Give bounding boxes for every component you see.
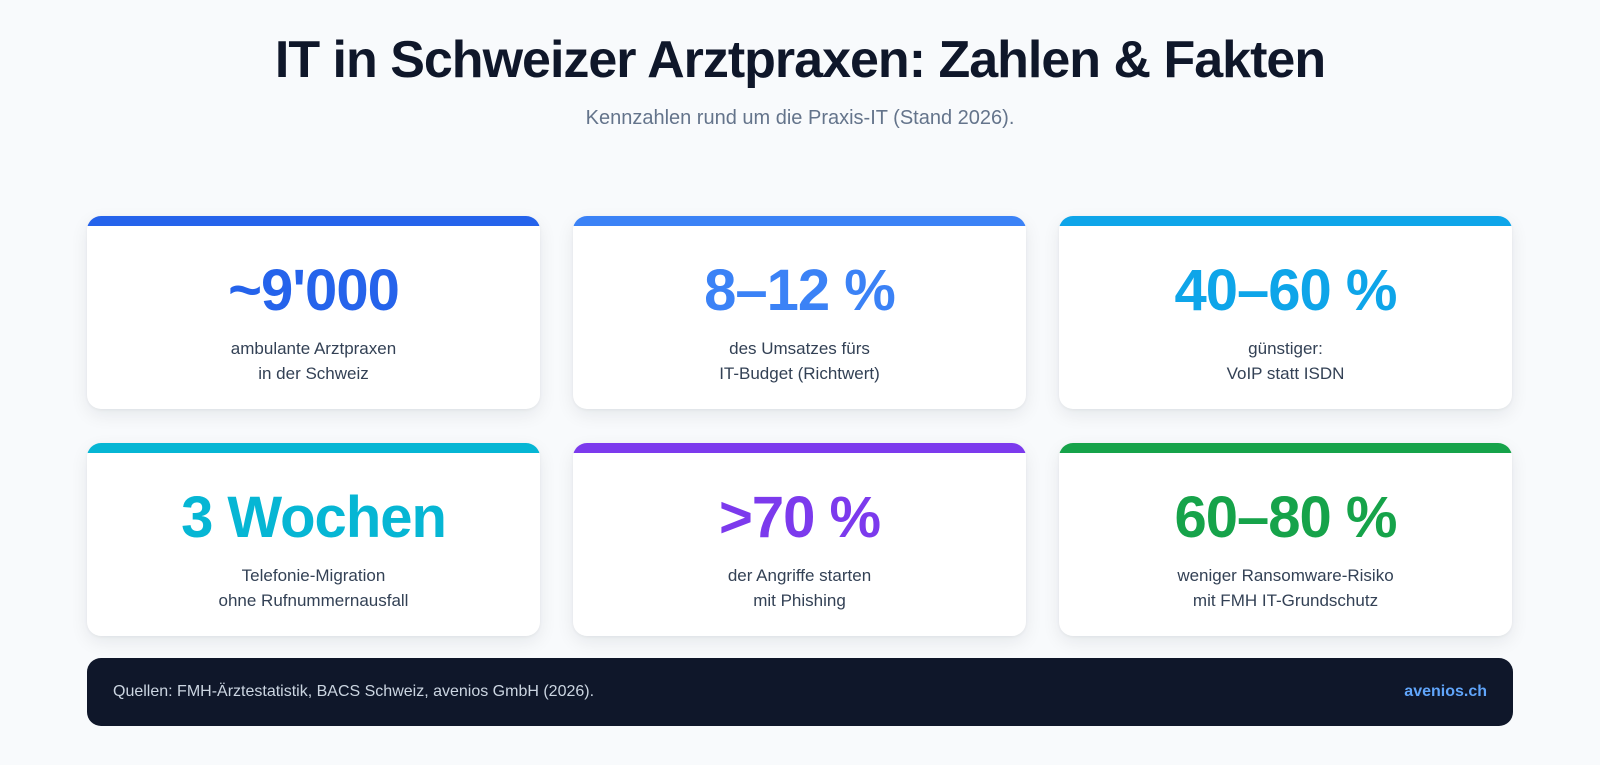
stat-value: 8–12 % [704,258,896,323]
stat-description-line: des Umsatzes fürs [729,339,870,358]
stat-description: der Angriffe starten mit Phishing [573,563,1026,613]
stat-description: Telefonie-Migration ohne Rufnummernausfa… [87,563,540,613]
stat-description-line: VoIP statt ISDN [1226,364,1345,383]
stat-description: des Umsatzes fürs IT-Budget (Richtwert) [573,336,1026,386]
stat-value: 40–60 % [1174,258,1398,323]
stat-card-migration: 3 Wochen Telefonie-Migration ohne Rufnum… [87,443,540,636]
card-accent-bar [573,443,1026,453]
stat-value: 60–80 % [1174,485,1398,550]
stat-description-line: ohne Rufnummernausfall [218,591,409,610]
stat-card-it-budget: 8–12 % des Umsatzes fürs IT-Budget (Rich… [573,216,1026,409]
stat-value: 3 Wochen [181,485,447,550]
stat-description: weniger Ransomware-Risiko mit FMH IT-Gru… [1059,563,1512,613]
card-accent-bar [87,443,540,453]
footer-sources: Quellen: FMH-Ärztestatistik, BACS Schwei… [113,683,595,700]
stat-card-voip: 40–60 % günstiger: VoIP statt ISDN [1059,216,1512,409]
stat-description-line: IT-Budget (Richtwert) [719,364,880,383]
footer-bar: Quellen: FMH-Ärztestatistik, BACS Schwei… [87,658,1513,726]
card-accent-bar [1059,443,1512,453]
stat-value: >70 % [718,485,881,550]
card-accent-bar [1059,216,1512,226]
stat-card-grid: ~9'000 ambulante Arztpraxen in der Schwe… [87,216,1513,636]
page-subtitle: Kennzahlen rund um die Praxis-IT (Stand … [585,107,1015,129]
card-accent-bar [87,216,540,226]
stat-value: ~9'000 [228,258,400,323]
stat-description-line: mit FMH IT-Grundschutz [1192,591,1379,610]
stat-description-line: ambulante Arztpraxen [230,339,397,358]
stat-description: günstiger: VoIP statt ISDN [1059,336,1512,386]
stat-card-practices: ~9'000 ambulante Arztpraxen in der Schwe… [87,216,540,409]
stat-card-ransomware: 60–80 % weniger Ransomware-Risiko mit FM… [1059,443,1512,636]
card-accent-bar [573,216,1026,226]
stat-description-line: in der Schweiz [258,364,369,383]
stat-description-line: günstiger: [1248,339,1323,358]
stat-description-line: mit Phishing [753,591,846,610]
stat-card-phishing: >70 % der Angriffe starten mit Phishing [573,443,1026,636]
stat-description-line: weniger Ransomware-Risiko [1177,566,1394,585]
stat-description-line: der Angriffe starten [727,566,872,585]
stat-description-line: Telefonie-Migration [241,566,386,585]
footer-brand-link[interactable]: avenios.ch [1404,683,1487,700]
page-title: IT in Schweizer Arztpraxen: Zahlen & Fak… [274,31,1326,89]
stat-description: ambulante Arztpraxen in der Schweiz [87,336,540,386]
